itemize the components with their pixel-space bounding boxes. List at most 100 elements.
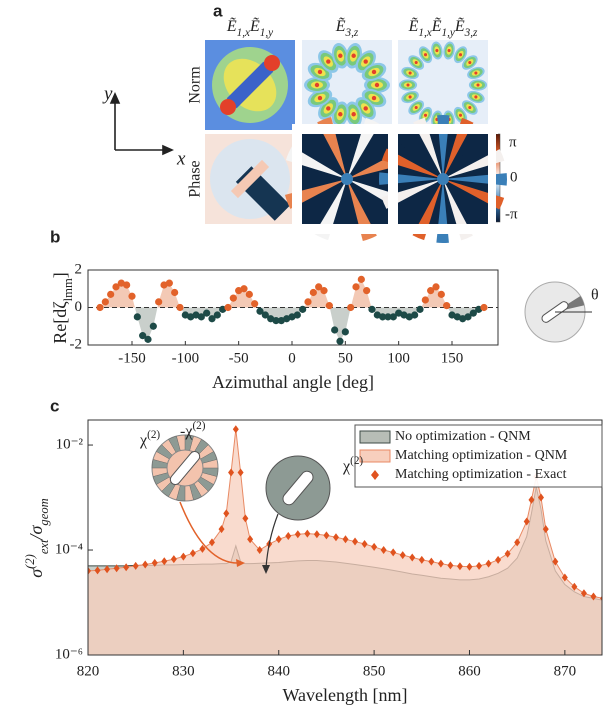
data-point [144, 335, 152, 343]
data-point [418, 555, 425, 564]
x-axis-label: Wavelength [nm] [282, 685, 407, 705]
y-axis-label-part: σ [26, 524, 46, 534]
column-title-part: Ẽ [226, 17, 237, 35]
data-point [294, 530, 301, 539]
annotation-part: -χ [180, 423, 193, 440]
annotation: χ(2) [342, 455, 363, 475]
data-point [432, 283, 440, 291]
data-point [224, 303, 232, 312]
data-point [332, 533, 339, 542]
data-point [469, 309, 477, 317]
data-point [132, 561, 139, 570]
data-point [466, 562, 473, 571]
data-point [427, 287, 435, 295]
map-blob [314, 82, 320, 88]
map-blob [371, 95, 377, 101]
data-point [180, 552, 187, 561]
data-point [347, 303, 355, 312]
data-point [320, 287, 328, 295]
map-blob [476, 83, 480, 87]
data-point [101, 298, 109, 306]
axis-name: y [102, 83, 113, 104]
schematic-rod [169, 451, 201, 485]
data-point [514, 538, 521, 547]
data-point [171, 288, 179, 297]
map-blob [338, 112, 343, 117]
phase-wedge [443, 179, 493, 229]
data-point [411, 311, 419, 319]
map-blob [408, 95, 412, 99]
map-blob [435, 48, 439, 53]
data-point [357, 275, 365, 283]
data-point [142, 560, 149, 569]
y-axis-label-part: lmm [61, 278, 75, 301]
map-blob [363, 106, 368, 111]
data-point [495, 555, 502, 564]
x-tick-label: 850 [363, 663, 386, 679]
data-point [428, 557, 435, 566]
annotation-part: (2) [147, 429, 160, 441]
row-title: Norm [187, 66, 204, 104]
inset-label: θ [591, 287, 599, 304]
y-axis-label: σ(2)ext/σgeom [23, 498, 51, 577]
map-blob [317, 95, 323, 101]
x-tick-label: 860 [458, 663, 481, 679]
data-point [133, 313, 141, 321]
column-title-part: 1,x [237, 27, 250, 39]
column-title-part: Ẽ [408, 17, 419, 35]
data-point [203, 309, 211, 317]
data-point [199, 544, 206, 553]
map-blob [230, 159, 270, 199]
map-frame [488, 134, 496, 224]
data-point [437, 290, 445, 298]
phase-wedge [393, 129, 443, 179]
map-frame [292, 134, 302, 224]
column-title-part: 1,x [418, 27, 431, 39]
data-point [342, 535, 349, 544]
x-tick-label: 820 [77, 663, 100, 679]
data-point [361, 540, 368, 549]
data-point [379, 313, 387, 321]
phase-wedge [443, 129, 493, 179]
legend-box [354, 424, 603, 488]
map-blob [468, 105, 472, 110]
data-point [218, 525, 225, 534]
data-point [331, 326, 339, 334]
column-title-part: 1,y [442, 27, 455, 39]
data-point [341, 328, 349, 336]
data-point [352, 537, 359, 546]
map-blob [371, 69, 377, 75]
data-point [325, 302, 333, 310]
field-map [205, 134, 295, 224]
x-tick-label: -100 [172, 350, 200, 366]
y-axis-label-part: σ [26, 568, 46, 578]
data-point [323, 531, 330, 540]
map-blob [226, 61, 274, 109]
data-point [176, 303, 184, 312]
column-title-part: 3,z [345, 27, 359, 39]
data-point [304, 529, 311, 538]
data-point [504, 549, 511, 558]
data-point [552, 557, 559, 566]
map-blob [338, 53, 343, 58]
data-point [580, 589, 587, 598]
field-map [398, 40, 488, 130]
annotation: χ(2) [139, 429, 160, 449]
data-point [256, 307, 264, 315]
panel-label: c [50, 396, 59, 415]
map-blob [326, 106, 331, 111]
y-tick-label: 10⁻⁶ [55, 646, 83, 662]
data-point [208, 538, 215, 547]
axes-arrows [109, 92, 174, 156]
map-blob [317, 69, 323, 75]
data-point [242, 514, 249, 523]
data-point [113, 564, 120, 573]
x-axis-label: Azimuthal angle [deg] [212, 372, 374, 392]
map-blob [468, 60, 472, 65]
map-frame [388, 124, 498, 134]
panel-label: a [213, 1, 223, 20]
x-tick-label: 830 [172, 663, 195, 679]
annotation-part: (2) [192, 420, 205, 432]
data-point [421, 296, 429, 304]
